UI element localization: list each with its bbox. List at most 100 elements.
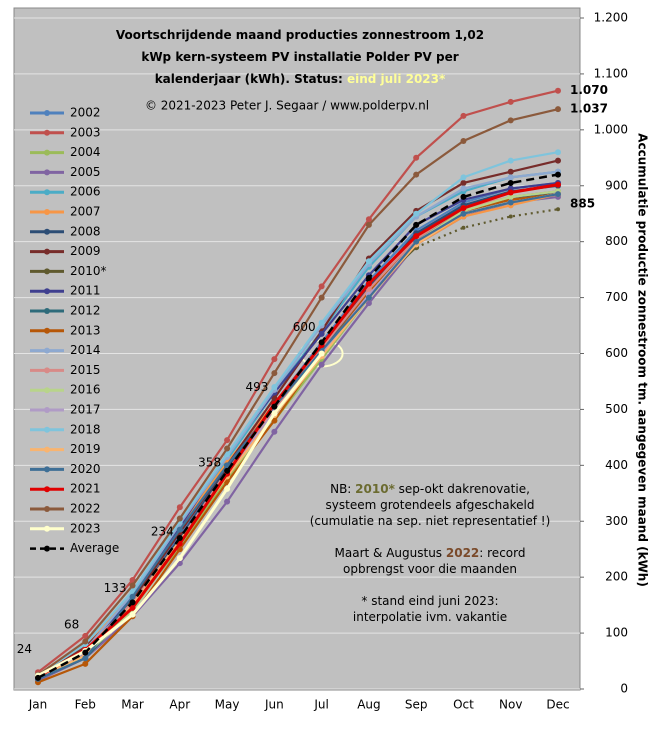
data-point	[176, 555, 183, 562]
data-point	[176, 515, 183, 522]
annotation-part: opbrengst voor die maanden	[343, 562, 517, 576]
legend-marker	[44, 407, 50, 413]
annotation: systeem grotendeels afgeschakeld	[326, 498, 535, 512]
data-point	[555, 181, 561, 188]
legend-label: 2019	[70, 442, 101, 456]
legend-marker	[44, 248, 50, 255]
legend-marker	[44, 288, 50, 295]
data-point	[507, 199, 514, 206]
y-tick-label: 700	[605, 290, 628, 304]
data-point	[413, 221, 420, 228]
data-point	[365, 216, 372, 223]
data-point	[460, 174, 467, 181]
data-point	[460, 193, 467, 200]
data-point	[365, 300, 372, 307]
data-point	[129, 599, 136, 606]
series-line	[37, 193, 559, 680]
legend-label: 2004	[70, 145, 101, 159]
data-point	[507, 168, 514, 175]
x-tick-label: Sep	[405, 698, 428, 712]
x-tick-label: Dec	[546, 698, 569, 712]
data-point	[365, 221, 372, 228]
legend-marker	[44, 545, 50, 552]
data-point	[507, 193, 514, 200]
legend-label: 2017	[70, 403, 101, 417]
data-point	[413, 154, 420, 161]
series-line	[37, 170, 559, 678]
legend-marker	[44, 466, 50, 473]
legend-label: 2003	[70, 125, 101, 139]
data-point	[271, 428, 278, 435]
data-label: 133	[104, 581, 127, 595]
y-tick-label: 400	[605, 458, 628, 472]
annotation-part: Maart & Augustus	[335, 546, 446, 560]
data-label: 358	[198, 455, 221, 469]
x-tick-label: Jan	[28, 698, 48, 712]
series-line	[37, 151, 559, 676]
data-point	[318, 350, 325, 357]
title-text: Voortschrijdende maand producties zonnes…	[116, 28, 484, 42]
legend-label: 2023	[70, 521, 101, 535]
annotation-part: sep-okt dakrenovatie,	[395, 482, 530, 496]
chart-title: kWp kern-systeem PV installatie Polder P…	[141, 50, 458, 64]
data-point	[129, 576, 136, 583]
legend-marker	[44, 169, 50, 176]
plot-background	[13, 7, 581, 691]
data-label: 234	[151, 525, 174, 539]
data-point	[129, 611, 136, 618]
data-point	[271, 410, 278, 417]
data-point	[556, 207, 560, 212]
data-point	[224, 445, 231, 452]
legend-marker	[44, 110, 50, 116]
annotation-part: : record	[479, 546, 525, 560]
series-line	[415, 208, 559, 249]
series-line	[37, 89, 559, 674]
annotation: Maart & Augustus 2022: record	[335, 546, 526, 560]
legend-label: 2012	[70, 304, 101, 318]
data-point	[271, 403, 278, 410]
data-point	[507, 189, 514, 196]
data-point	[365, 275, 372, 282]
data-point	[318, 361, 325, 368]
data-point	[82, 655, 89, 662]
annotation: opbrengst voor die maanden	[343, 562, 517, 576]
data-point	[460, 138, 467, 145]
legend-label: 2002	[70, 106, 101, 120]
data-point	[224, 437, 231, 444]
data-point	[555, 157, 561, 164]
data-point	[555, 191, 561, 198]
x-tick-label: Nov	[499, 698, 522, 712]
legend-label: 2011	[70, 284, 101, 298]
legend-label: 2010*	[70, 264, 107, 278]
legend-marker	[44, 347, 50, 354]
legend-label: 2007	[70, 205, 101, 219]
data-point	[318, 339, 325, 346]
annotation: interpolatie ivm. vakantie	[353, 610, 507, 624]
data-point	[271, 384, 278, 391]
legend-marker	[44, 149, 50, 156]
data-point	[318, 294, 325, 301]
legend-marker	[44, 209, 50, 215]
data-point	[413, 238, 420, 245]
x-tick-label: Aug	[357, 698, 380, 712]
data-point	[365, 258, 372, 265]
data-point	[176, 535, 183, 542]
data-label: 24	[17, 642, 32, 656]
data-point	[318, 319, 325, 326]
data-point	[176, 504, 183, 511]
legend-label: 2008	[70, 224, 101, 238]
annotation-part: (cumulatie na sep. niet representatief !…	[310, 514, 551, 528]
x-tick-label: Jun	[264, 698, 284, 712]
data-point	[460, 205, 467, 212]
x-tick-label: Feb	[75, 698, 96, 712]
annotation-part: * stand eind juni 2023:	[361, 594, 498, 608]
y-tick-label: 1.100	[594, 66, 628, 80]
data-point	[224, 485, 231, 492]
y-tick-label: 600	[605, 346, 628, 360]
legend-label: 2016	[70, 383, 101, 397]
x-tick-label: Jul	[313, 698, 328, 712]
data-point	[507, 98, 514, 105]
data-point	[82, 649, 89, 656]
annotation-part: NB:	[330, 482, 355, 496]
